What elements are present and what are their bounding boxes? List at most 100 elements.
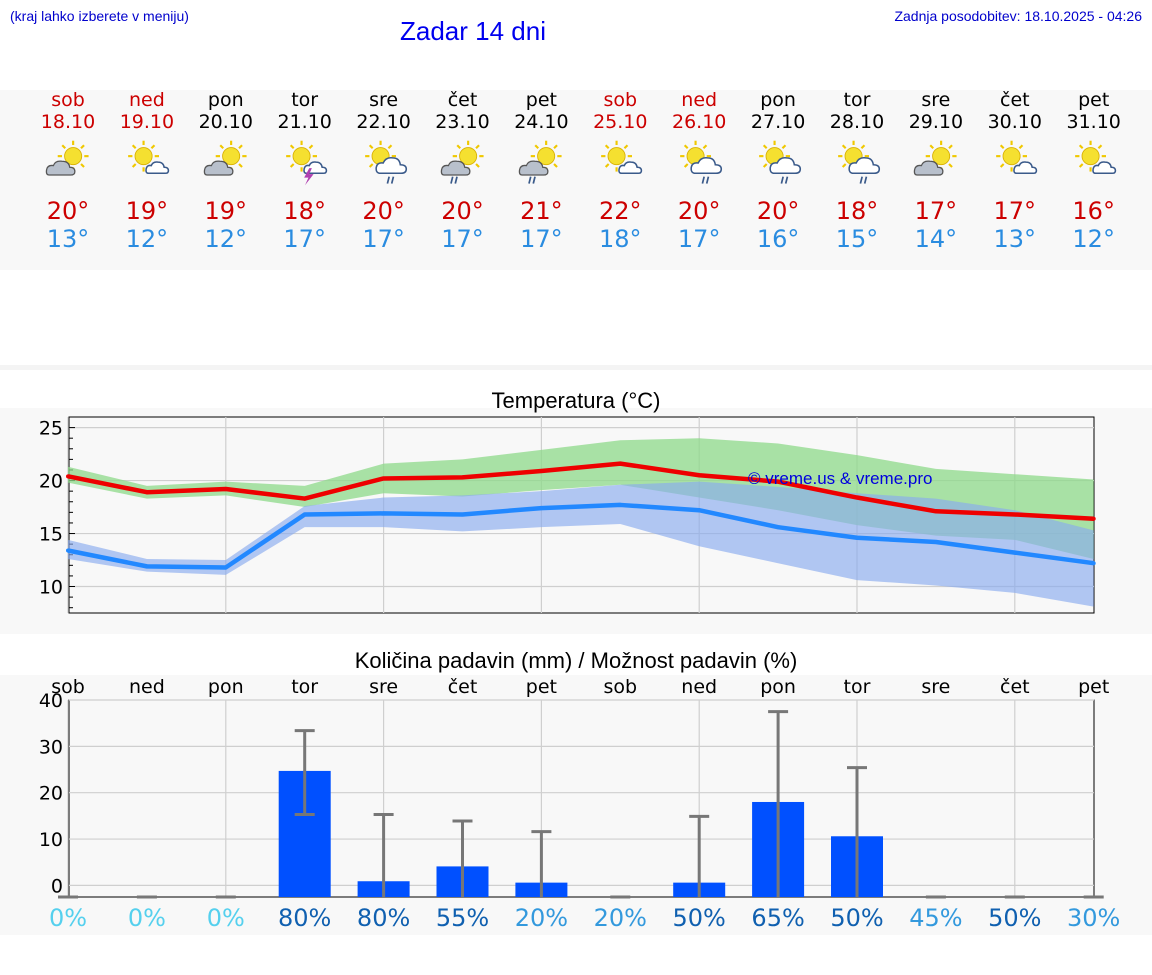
sun-cloud-icon — [1054, 139, 1134, 187]
last-updated: Zadnja posodobitev: 18.10.2025 - 04:26 — [894, 8, 1142, 24]
precip-day-label: ned — [681, 676, 718, 698]
y-tick-label: 20 — [39, 471, 63, 493]
max-temp-range-band — [68, 438, 1094, 559]
min-temp-point — [381, 511, 386, 516]
precipitation-chart-title: Količina padavin (mm) / Možnost padavin … — [354, 648, 798, 673]
precip-probability: 50% — [672, 904, 726, 932]
min-temp-point — [302, 512, 307, 517]
y-tick-label: 0 — [51, 875, 63, 897]
precip-day-label: sob — [603, 676, 638, 698]
max-temp: 19° — [125, 197, 169, 225]
day-name: ned — [681, 89, 718, 111]
precip-probability: 50% — [830, 904, 884, 932]
forecast-day: sob 25.10 22° 18° — [580, 89, 660, 253]
min-temp-point — [66, 548, 70, 553]
y-tick-label: 10 — [39, 829, 63, 851]
min-temp-point — [933, 540, 938, 545]
min-temp-point — [539, 506, 544, 511]
precip-day-label: čet — [1000, 676, 1030, 698]
max-temp: 17° — [914, 197, 958, 225]
max-temp-point — [776, 479, 781, 484]
day-date: 25.10 — [593, 111, 648, 133]
day-name: tor — [291, 89, 319, 111]
day-date: 28.10 — [829, 111, 885, 133]
y-tick-label: 10 — [39, 577, 63, 599]
min-temp: 17° — [520, 225, 563, 253]
cloud-rain-icon — [423, 139, 503, 187]
forecast-day: ned 19.10 19° 12° — [107, 89, 187, 253]
min-temp-line — [67, 502, 1094, 570]
min-temp-point — [223, 565, 228, 570]
sun-cloud-icon — [580, 139, 660, 187]
day-name: čet — [447, 89, 478, 111]
forecast-day: tor 21.10 18° 17° — [265, 89, 345, 253]
min-temp-point — [618, 502, 623, 507]
min-temp: 12° — [1072, 225, 1115, 253]
precip-day-label: čet — [447, 676, 478, 698]
day-date: 31.10 — [1066, 111, 1121, 133]
precip-probability: 0% — [48, 904, 88, 932]
sun-cloud-icon — [107, 139, 187, 187]
precip-probability: 30% — [1067, 904, 1121, 932]
precip-day-label: pet — [525, 676, 557, 698]
precip-probability: 65% — [751, 904, 805, 932]
day-name: sre — [921, 89, 951, 111]
forecast-day: pon 27.10 20° 16° — [738, 89, 818, 253]
y-tick-label: 30 — [39, 736, 63, 758]
day-date: 24.10 — [514, 111, 569, 133]
forecast-band — [0, 90, 1152, 270]
watermark: © vreme.us & vreme.pro — [748, 469, 932, 488]
max-temp-point — [697, 473, 702, 478]
max-temp: 18° — [283, 197, 326, 225]
max-temp: 19° — [204, 197, 248, 225]
forecast-day: pet 24.10 21° 17° — [501, 89, 581, 253]
partly-cloudy-icon — [186, 139, 266, 187]
sun-rain-icon — [659, 139, 739, 187]
min-temp-point — [460, 512, 465, 517]
day-name: pon — [207, 89, 244, 111]
forecast-day: čet 23.10 20° 17° — [423, 89, 503, 253]
precip-day-label: pet — [1078, 676, 1110, 698]
max-temp-point — [144, 490, 149, 495]
sun-rain-icon — [817, 139, 897, 187]
min-temp: 15° — [835, 225, 879, 253]
min-temp-point — [697, 508, 702, 513]
day-name: ned — [128, 89, 165, 111]
min-temp-point — [855, 535, 859, 540]
precip-probability: 55% — [435, 904, 490, 932]
cloud-rain-icon — [501, 139, 581, 187]
precip-probability: 80% — [356, 904, 411, 932]
precip-day-label: ned — [128, 676, 165, 698]
day-date: 30.10 — [987, 111, 1042, 133]
precip-probability: 20% — [593, 904, 647, 932]
min-temp: 13° — [993, 225, 1037, 253]
forecast-day: čet 30.10 17° 13° — [975, 89, 1055, 253]
max-temp-point — [66, 474, 70, 479]
forecast-day: ned 26.10 20° 17° — [659, 89, 739, 253]
max-temp: 17° — [993, 197, 1037, 225]
max-temp-point — [460, 475, 465, 480]
day-name: tor — [843, 89, 871, 111]
max-temp-point — [618, 461, 623, 466]
day-name: sre — [369, 89, 399, 111]
min-temp: 17° — [283, 225, 326, 253]
y-tick-label: 15 — [39, 524, 63, 546]
precip-day-label: sre — [369, 676, 399, 698]
forecast-day: sre 29.10 17° 14° — [896, 89, 976, 253]
sun-rain-icon — [738, 139, 818, 187]
day-name: sob — [603, 89, 638, 111]
temperature-chart-title: Temperatura (°C) — [491, 388, 661, 413]
max-temp: 22° — [599, 197, 642, 225]
precip-probability: 50% — [988, 904, 1042, 932]
max-temp-point — [1091, 516, 1096, 521]
plot-area — [68, 699, 1095, 898]
partly-cloudy-icon — [28, 139, 108, 187]
y-tick-label: 40 — [39, 690, 63, 712]
page-title: Zadar 14 dni — [400, 16, 546, 46]
day-date: 27.10 — [750, 111, 806, 133]
max-temp: 20° — [46, 197, 90, 225]
menu-hint[interactable]: (kraj lahko izberete v meniju) — [10, 8, 189, 24]
precip-day-label: sre — [921, 676, 951, 698]
precip-day-label: pon — [760, 676, 796, 698]
min-temp: 12° — [204, 225, 248, 253]
